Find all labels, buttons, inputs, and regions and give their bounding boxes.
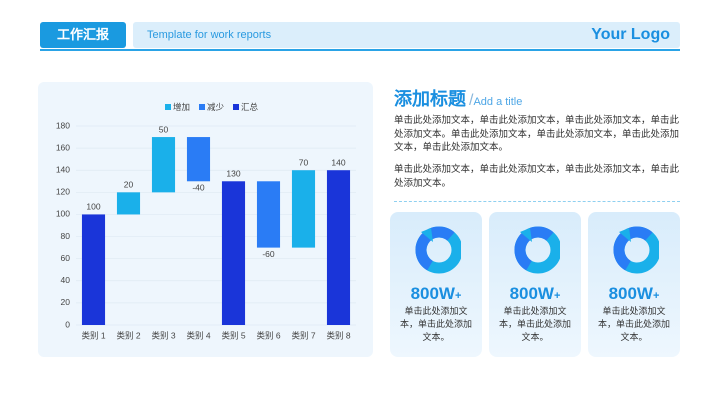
value-label: 130 bbox=[226, 169, 240, 179]
y-tick-label: 80 bbox=[61, 231, 71, 241]
legend-label: 增加 bbox=[173, 102, 190, 112]
logo: Your Logo bbox=[591, 26, 670, 43]
header-bar bbox=[133, 22, 680, 48]
paragraph: 单击此处添加文本，单击此处添加文本，单击此处添加文本，单击此处添加文本。 bbox=[394, 164, 680, 189]
stat-text: 单击此处添加文本，单击此处添加文本。 bbox=[400, 306, 473, 342]
section-title-text: 添加标题 bbox=[394, 89, 466, 109]
value-label: -40 bbox=[192, 183, 205, 193]
value-label: 100 bbox=[86, 202, 100, 212]
legend-swatch bbox=[233, 104, 239, 110]
x-tick-label: 类别 5 bbox=[221, 330, 245, 340]
stat-value: 800W+ bbox=[588, 284, 680, 304]
bar bbox=[326, 170, 351, 325]
donut-icon bbox=[514, 226, 560, 274]
section-subtitle: Add a title bbox=[473, 96, 523, 108]
stat-number: 800W bbox=[509, 284, 554, 303]
divider bbox=[394, 201, 680, 202]
y-tick-label: 180 bbox=[56, 120, 70, 130]
legend-label: 减少 bbox=[207, 102, 225, 112]
donut-icon bbox=[613, 226, 659, 274]
value-label: -60 bbox=[262, 249, 275, 259]
value-label: 140 bbox=[331, 157, 345, 167]
stat-value: 800W+ bbox=[489, 284, 581, 304]
y-tick-label: 120 bbox=[56, 187, 70, 197]
x-tick-label: 类别 3 bbox=[151, 330, 175, 340]
stat-suffix: + bbox=[553, 290, 561, 302]
y-tick-label: 60 bbox=[61, 253, 71, 263]
x-tick-label: 类别 8 bbox=[326, 330, 350, 340]
bar bbox=[221, 181, 246, 325]
bar bbox=[151, 137, 176, 193]
y-tick-label: 140 bbox=[56, 164, 70, 174]
y-tick-label: 100 bbox=[56, 209, 70, 219]
bar bbox=[116, 192, 141, 215]
bar bbox=[256, 181, 281, 248]
stat-suffix: + bbox=[454, 290, 462, 302]
value-label: 50 bbox=[159, 124, 169, 134]
stat-suffix: + bbox=[652, 290, 660, 302]
value-label: 70 bbox=[299, 157, 309, 167]
header-rule bbox=[40, 49, 680, 51]
x-tick-label: 类别 4 bbox=[186, 330, 210, 340]
bar bbox=[186, 137, 211, 182]
section-title: 添加标题/Add a title bbox=[394, 89, 523, 109]
bar bbox=[81, 214, 106, 325]
x-tick-label: 类别 7 bbox=[291, 330, 315, 340]
stat-text: 单击此处添加文本，单击此处添加文本。 bbox=[499, 306, 572, 342]
legend-swatch bbox=[199, 104, 205, 110]
y-tick-label: 0 bbox=[65, 319, 70, 329]
legend-swatch bbox=[165, 104, 171, 110]
x-tick-label: 类别 2 bbox=[116, 330, 140, 340]
header-subtitle: Template for work reports bbox=[147, 29, 272, 41]
donut-icon bbox=[415, 226, 461, 274]
stat-text: 单击此处添加文本，单击此处添加文本。 bbox=[598, 306, 671, 342]
stat-card: 800W+ 单击此处添加文本，单击此处添加文本。 bbox=[390, 212, 482, 357]
x-tick-label: 类别 6 bbox=[256, 330, 280, 340]
y-tick-label: 160 bbox=[56, 142, 70, 152]
value-label: 20 bbox=[124, 180, 134, 190]
header-badge: 工作汇报 bbox=[40, 22, 126, 48]
x-tick-label: 类别 1 bbox=[81, 330, 105, 340]
stat-number: 800W bbox=[608, 284, 653, 303]
y-tick-label: 40 bbox=[61, 275, 71, 285]
bar bbox=[291, 170, 316, 248]
legend-label: 汇总 bbox=[241, 102, 259, 112]
stat-value: 800W+ bbox=[390, 284, 482, 304]
stat-number: 800W bbox=[410, 284, 455, 303]
paragraph: 单击此处添加文本，单击此处添加文本，单击此处添加文本，单击此处添加文本。单击此处… bbox=[394, 115, 680, 153]
stat-card: 800W+ 单击此处添加文本，单击此处添加文本。 bbox=[588, 212, 680, 357]
y-tick-label: 20 bbox=[61, 297, 71, 307]
stat-card: 800W+ 单击此处添加文本，单击此处添加文本。 bbox=[489, 212, 581, 357]
